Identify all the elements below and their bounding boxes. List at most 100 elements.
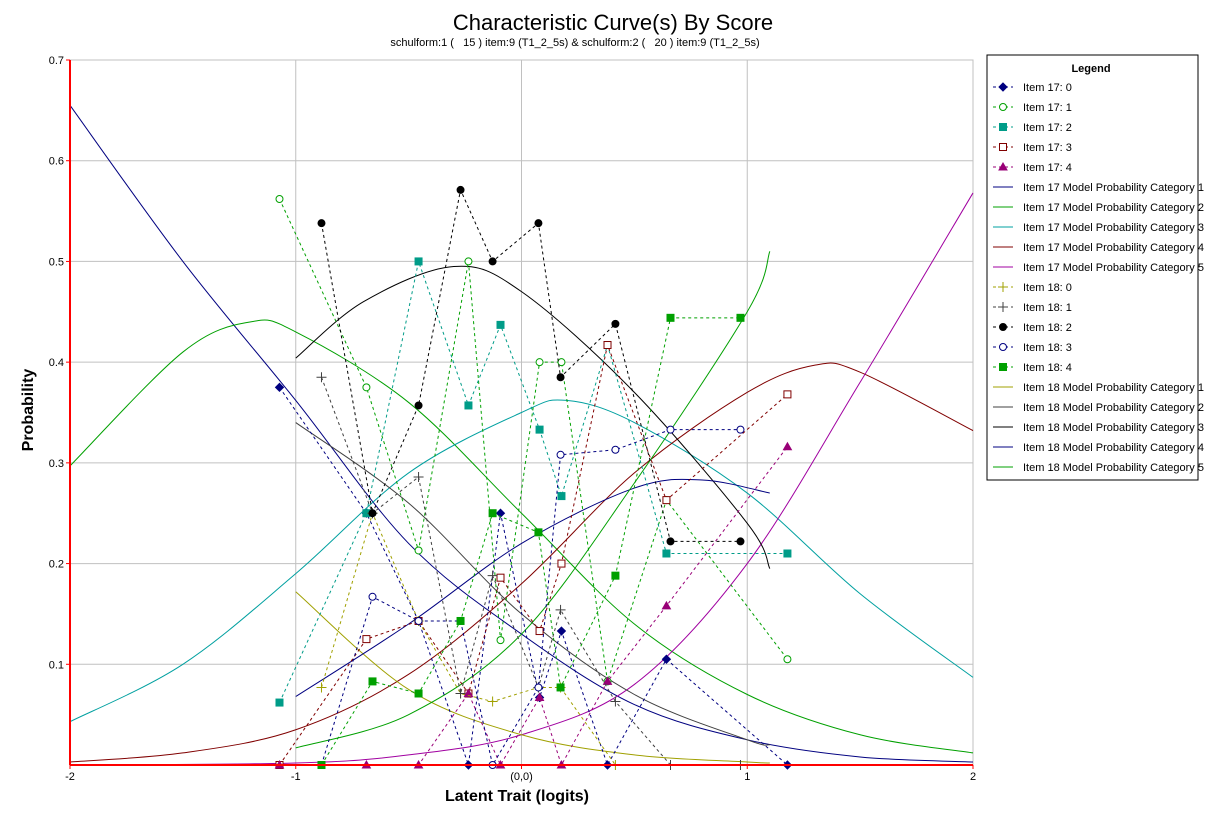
data-point bbox=[666, 425, 675, 434]
data-point bbox=[414, 689, 423, 698]
model-curve bbox=[295, 422, 770, 746]
y-tick-label: 0.6 bbox=[49, 156, 64, 168]
y-tick-label: 0.7 bbox=[49, 55, 64, 67]
model-curve bbox=[69, 399, 974, 723]
data-point bbox=[999, 343, 1007, 351]
axes: 0.1 0.2 0.3 0.4 0.5 0.6 0.7 -2 -1 (0,0) 1 2 bbox=[49, 55, 976, 783]
data-point bbox=[736, 425, 745, 434]
data-point bbox=[316, 682, 327, 693]
observed-line bbox=[279, 446, 788, 767]
legend-label: Item 18 Model Probability Category 1 bbox=[1023, 382, 1204, 394]
data-point bbox=[603, 341, 612, 350]
data-point bbox=[496, 573, 505, 582]
data-point bbox=[556, 450, 565, 459]
legend-entry: Item 18: 0 bbox=[993, 282, 1072, 294]
data-point bbox=[456, 185, 465, 194]
data-point bbox=[557, 559, 566, 568]
data-point bbox=[999, 143, 1007, 151]
legend-label: Item 17: 4 bbox=[1023, 162, 1072, 174]
model-curve bbox=[295, 478, 770, 697]
observed-line bbox=[320, 188, 741, 542]
data-point bbox=[317, 219, 326, 228]
legend-box bbox=[986, 54, 1199, 481]
data-point bbox=[274, 382, 285, 393]
model-curve bbox=[295, 251, 771, 749]
data-point bbox=[557, 492, 566, 501]
y-tick-label: 0.3 bbox=[49, 458, 64, 470]
legend-label: Item 17: 3 bbox=[1023, 142, 1072, 154]
chart-title: Characteristic Curve(s) By Score bbox=[453, 10, 773, 35]
observed-series-group bbox=[317, 185, 745, 546]
y-tick-label: 0.5 bbox=[49, 256, 64, 268]
data-point bbox=[488, 509, 497, 518]
data-point bbox=[998, 161, 1008, 171]
data-point bbox=[610, 696, 621, 707]
data-point bbox=[496, 320, 505, 329]
observed-series-group bbox=[275, 341, 792, 769]
observed-line bbox=[321, 317, 741, 766]
data-point bbox=[316, 372, 327, 383]
data-point bbox=[488, 257, 497, 266]
data-point bbox=[368, 592, 377, 601]
legend-label: Item 17 Model Probability Category 2 bbox=[1023, 202, 1204, 214]
x-tick-label: -1 bbox=[291, 771, 301, 783]
data-point bbox=[998, 82, 1008, 92]
x-tick-label: (0,0) bbox=[510, 771, 533, 783]
data-point bbox=[534, 219, 543, 228]
legend: Legend Item 17: 0 Item 17: 1 Item 17: 2 Ite… bbox=[986, 54, 1204, 481]
data-point bbox=[487, 696, 498, 707]
legend-entry: Item 18: 3 bbox=[993, 342, 1072, 354]
data-point bbox=[456, 616, 465, 625]
data-point bbox=[534, 692, 545, 702]
legend-label: Item 18 Model Probability Category 3 bbox=[1023, 422, 1204, 434]
model-curve bbox=[69, 192, 974, 766]
data-point bbox=[455, 688, 466, 699]
legend-entry: Item 17: 4 bbox=[993, 161, 1072, 174]
data-point bbox=[535, 627, 544, 636]
data-point bbox=[368, 677, 377, 686]
model-curve bbox=[69, 362, 974, 763]
legend-entry: Item 17: 2 bbox=[993, 122, 1072, 134]
x-tick-label: -2 bbox=[65, 771, 75, 783]
chart-subtitle: schulform:1 ( 15 ) item:9 (T1_2_5s) & sc… bbox=[390, 37, 759, 49]
y-tick-label: 0.1 bbox=[49, 659, 64, 671]
x-axis-label: Latent Trait (logits) bbox=[445, 788, 589, 805]
data-point bbox=[464, 257, 473, 266]
data-point bbox=[414, 616, 423, 625]
data-point bbox=[555, 604, 566, 615]
data-point bbox=[662, 496, 671, 505]
model-curve bbox=[295, 591, 770, 764]
legend-entry: Item 18 Model Probability Category 5 bbox=[993, 462, 1204, 474]
data-point bbox=[782, 441, 793, 451]
legend-entry: Item 18 Model Probability Category 4 bbox=[993, 442, 1204, 454]
data-point bbox=[534, 528, 543, 537]
legend-entry: Item 17: 3 bbox=[993, 142, 1072, 154]
y-tick-label: 0.2 bbox=[49, 559, 64, 571]
data-point bbox=[611, 319, 620, 328]
legend-entry: Item 18: 1 bbox=[993, 302, 1072, 314]
data-point bbox=[998, 302, 1008, 312]
legend-label: Item 18: 4 bbox=[1023, 362, 1072, 374]
data-point bbox=[611, 445, 620, 454]
legend-entry: Item 18 Model Probability Category 1 bbox=[993, 382, 1204, 394]
data-point bbox=[535, 425, 544, 434]
data-point bbox=[535, 358, 544, 367]
data-point bbox=[666, 537, 675, 546]
legend-entry: Item 17 Model Probability Category 5 bbox=[993, 262, 1204, 274]
legend-label: Item 17 Model Probability Category 1 bbox=[1023, 182, 1204, 194]
data-point bbox=[556, 373, 565, 382]
legend-label: Item 18 Model Probability Category 4 bbox=[1023, 442, 1204, 454]
legend-entry: Item 18: 4 bbox=[993, 362, 1072, 374]
data-point bbox=[998, 282, 1008, 292]
data-point bbox=[999, 363, 1007, 371]
y-axis-label: Probability bbox=[20, 369, 37, 452]
observed-series-group bbox=[274, 382, 793, 770]
data-point bbox=[783, 655, 792, 664]
data-point bbox=[534, 683, 543, 692]
data-point bbox=[662, 549, 671, 558]
model-curve bbox=[295, 265, 771, 569]
legend-label: Item 18 Model Probability Category 2 bbox=[1023, 402, 1204, 414]
data-point bbox=[463, 688, 474, 697]
legend-label: Item 18: 1 bbox=[1023, 302, 1072, 314]
